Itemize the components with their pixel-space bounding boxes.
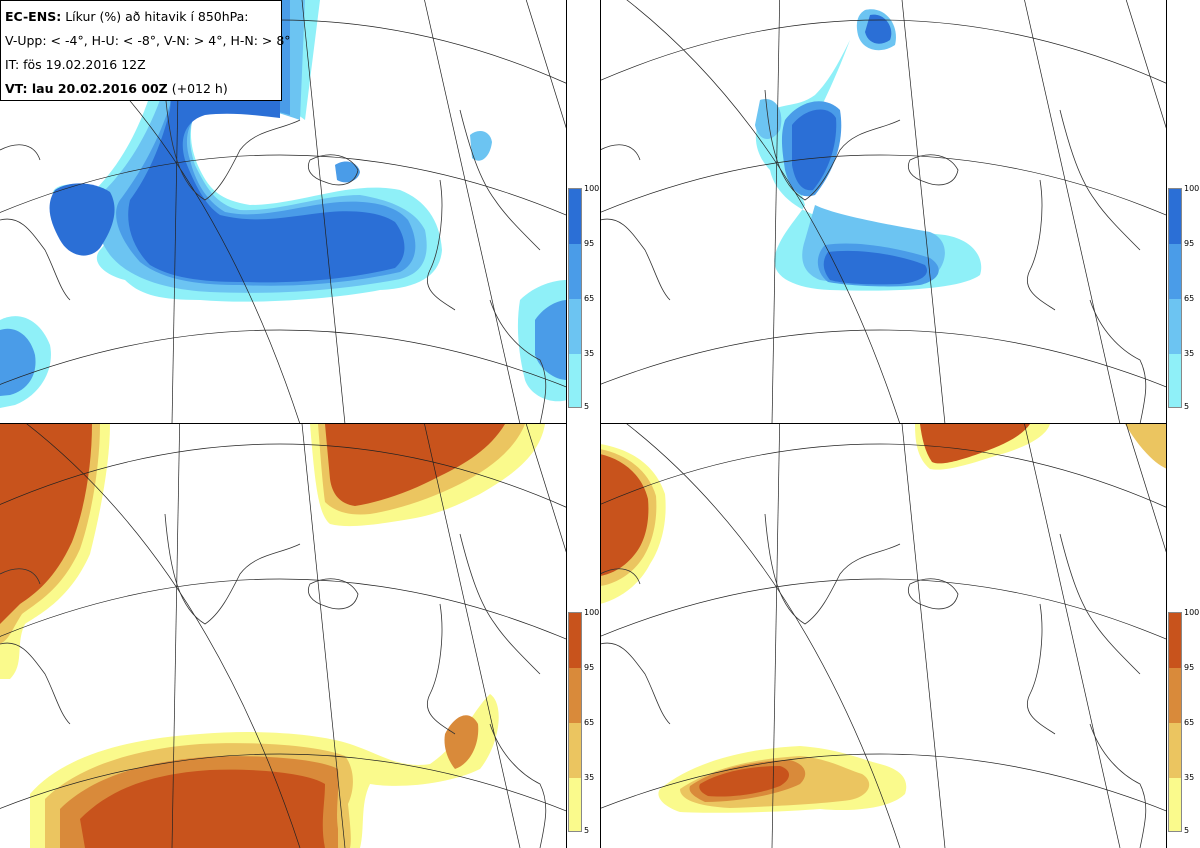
colorbar-seg [1169, 244, 1181, 299]
colorbar-seg [1169, 723, 1181, 778]
info-box: EC-ENS: Líkur (%) að hitavik í 850hPa: V… [0, 0, 291, 101]
coastlines [0, 513, 547, 848]
coastlines [0, 89, 547, 424]
info-title-line: EC-ENS: Líkur (%) að hitavik í 850hPa: [5, 9, 249, 24]
colorbar-warm-right-bar [1168, 612, 1182, 832]
prob-field-east-65 [535, 300, 567, 380]
colorbar-tick: 100 [1184, 608, 1200, 617]
prob-field-south-95 [80, 769, 325, 848]
prob-field-west-95 [0, 424, 92, 624]
colorbar-seg [1169, 189, 1181, 244]
divider-vertical-mid [600, 0, 601, 848]
coastlines [600, 89, 1147, 424]
colorbar-tick: 65 [584, 718, 595, 727]
divider-vertical-left [566, 0, 567, 848]
colorbar-seg [1169, 778, 1181, 831]
probability-map-cold-8 [600, 0, 1167, 424]
colorbar-tick: 95 [584, 663, 595, 672]
colorbar-seg [1169, 354, 1181, 407]
colorbar-seg [569, 613, 581, 668]
colorbar-tick: 65 [584, 294, 595, 303]
colorbar-tick: 5 [584, 826, 590, 835]
prob-field-greenland-95 [792, 109, 837, 191]
prob-field-iceland [335, 161, 360, 183]
probability-map-warm-8 [600, 424, 1167, 848]
colorbar-tick: 35 [1184, 349, 1195, 358]
prob-field-south-95 [699, 766, 789, 797]
colorbar-tick: 5 [584, 402, 590, 411]
prob-field-west-65 [0, 328, 36, 396]
colorbar-seg [569, 778, 581, 831]
prob-field-north-95 [865, 14, 892, 44]
map-panel-top-left: EC-ENS: Líkur (%) að hitavik í 850hPa: V… [0, 0, 567, 424]
probability-map-warm-4 [0, 424, 567, 848]
graticule [600, 424, 1167, 848]
colorbar-seg [569, 244, 581, 299]
colorbar-seg [1169, 299, 1181, 354]
colorbar-tick: 100 [1184, 184, 1200, 193]
colorbar-tick: 100 [584, 184, 600, 193]
colorbar-tick: 95 [1184, 663, 1195, 672]
prob-field-west-95 [600, 454, 649, 576]
colorbar-tick: 95 [1184, 239, 1195, 248]
coastlines [600, 513, 1147, 848]
colorbar-tick: 100 [584, 608, 600, 617]
variable-label: Líkur (%) að hitavik í 850hPa: [65, 9, 249, 24]
valid-time-label: VT: lau 20.02.2016 00Z [5, 81, 168, 96]
colorbar-cold-right-bar [1168, 188, 1182, 408]
graticule [0, 424, 567, 848]
valid-time-line: VT: lau 20.02.2016 00Z (+012 h) [5, 81, 228, 96]
colorbar-seg [1169, 668, 1181, 723]
prob-field-95-b [49, 183, 115, 256]
prob-field-northeast [1125, 424, 1167, 469]
lead-time-label: (+012 h) [171, 81, 228, 96]
prob-field-north-95 [920, 424, 1030, 464]
issue-time-label: IT: fös 19.02.2016 12Z [5, 57, 146, 72]
model-label: EC-ENS: [5, 9, 62, 24]
prob-field-north-95 [325, 424, 505, 506]
prob-field-norway [470, 130, 492, 161]
colorbar-seg [569, 668, 581, 723]
colorbar-tick: 65 [1184, 718, 1195, 727]
prob-field-95 [823, 250, 928, 285]
map-panel-top-right [600, 0, 1167, 424]
colorbar-warm-left-bar [568, 612, 582, 832]
map-panel-bottom-right [600, 424, 1167, 848]
colorbar-tick: 35 [1184, 773, 1195, 782]
divider-vertical-right [1166, 0, 1167, 848]
colorbar-seg [569, 354, 581, 407]
colorbar-seg [569, 299, 581, 354]
divider-horizontal-right [600, 423, 1167, 424]
colorbar-seg [569, 189, 581, 244]
colorbar-tick: 5 [1184, 402, 1190, 411]
prob-field-uk [444, 715, 479, 769]
colorbar-cold-left-bar [568, 188, 582, 408]
divider-horizontal-left [0, 423, 567, 424]
colorbar-seg [569, 723, 581, 778]
colorbar-tick: 95 [584, 239, 595, 248]
map-panel-bottom-left [0, 424, 567, 848]
colorbar-tick: 65 [1184, 294, 1195, 303]
thresholds-label: V-Upp: < -4°, H-U: < -8°, V-N: > 4°, H-N… [5, 33, 291, 48]
colorbar-tick: 5 [1184, 826, 1190, 835]
colorbar-tick: 35 [584, 773, 595, 782]
colorbar-seg [1169, 613, 1181, 668]
colorbar-tick: 35 [584, 349, 595, 358]
graticule [600, 0, 1167, 424]
